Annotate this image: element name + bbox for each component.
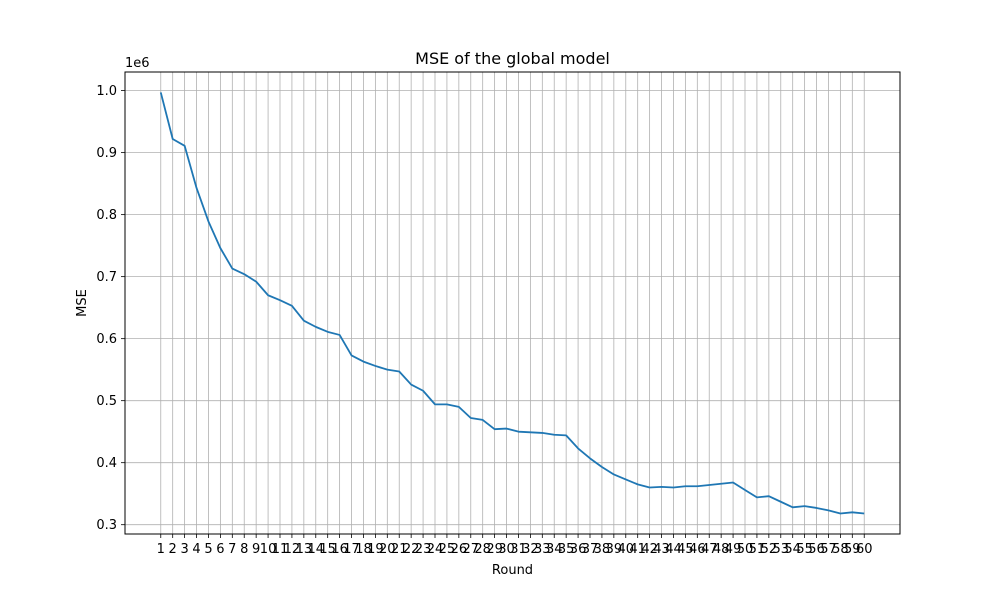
x-tick-label: 26 — [451, 542, 468, 557]
x-tick-label: 17 — [343, 542, 360, 557]
grid — [125, 72, 900, 534]
x-tick-label: 51 — [749, 542, 766, 557]
x-tick-label: 36 — [570, 542, 587, 557]
plot-frame — [124, 71, 901, 535]
x-tick-label: 50 — [737, 542, 754, 557]
x-tick-label: 57 — [820, 542, 837, 557]
y-tick-label: 0.9 — [96, 146, 117, 161]
x-tick-label: 45 — [677, 542, 694, 557]
x-tick-label: 30 — [498, 542, 515, 557]
x-tick-label: 6 — [216, 542, 224, 557]
x-tick-label: 29 — [486, 542, 503, 557]
x-axis-ticks: 1 2 3 4 5 6 7 8 9 1011121314151617181920212223242… — [157, 534, 873, 557]
x-axis-label: Round — [492, 563, 533, 578]
x-tick-label: 46 — [689, 542, 706, 557]
x-tick-label: 12 — [284, 542, 301, 557]
x-tick-label: 25 — [439, 542, 456, 557]
x-tick-label: 33 — [534, 542, 551, 557]
x-tick-label: 18 — [355, 542, 372, 557]
x-tick-label: 7 — [228, 542, 236, 557]
x-tick-label: 23 — [415, 542, 432, 557]
y-tick-label: 0.4 — [96, 456, 117, 471]
y-axis-label: MSE — [75, 289, 90, 317]
y-tick-label: 0.5 — [96, 394, 117, 409]
x-tick-label: 31 — [510, 542, 527, 557]
x-tick-label: 20 — [379, 542, 396, 557]
x-tick-label: 52 — [761, 542, 778, 557]
x-tick-label: 39 — [606, 542, 623, 557]
x-tick-label: 1 — [157, 542, 165, 557]
x-tick-label: 59 — [844, 542, 861, 557]
x-tick-label: 5 — [204, 542, 212, 557]
y-tick-label: 0.8 — [96, 208, 117, 223]
x-tick-label: 24 — [427, 542, 444, 557]
x-tick-label: 47 — [701, 542, 718, 557]
x-tick-label: 8 — [240, 542, 248, 557]
x-tick-label: 37 — [582, 542, 599, 557]
x-tick-label: 40 — [617, 542, 634, 557]
y-tick-label: 0.6 — [96, 332, 117, 347]
x-tick-label: 27 — [462, 542, 479, 557]
y-tick-label: 0.7 — [96, 270, 117, 285]
x-tick-label: 21 — [391, 542, 408, 557]
chart-title: MSE of the global model — [415, 49, 610, 68]
y-tick-label: 1.0 — [96, 84, 117, 99]
x-tick-label: 2 — [169, 542, 177, 557]
x-tick-label: 54 — [784, 542, 801, 557]
x-tick-label: 15 — [319, 542, 336, 557]
x-tick-label: 49 — [725, 542, 742, 557]
x-tick-label: 9 — [252, 542, 260, 557]
x-tick-label: 10 — [260, 542, 277, 557]
x-tick-label: 32 — [522, 542, 539, 557]
x-tick-label: 43 — [653, 542, 670, 557]
x-tick-label: 58 — [832, 542, 849, 557]
x-tick-label: 22 — [403, 542, 420, 557]
x-tick-label: 11 — [272, 542, 289, 557]
x-tick-label: 19 — [367, 542, 384, 557]
y-axis-offset-label: 1e6 — [125, 56, 150, 71]
x-tick-label: 4 — [192, 542, 200, 557]
y-axis-ticks: 0.3 0.4 0.5 0.6 0.7 0.8 0.9 1.0 — [96, 84, 125, 533]
x-tick-label: 13 — [296, 542, 313, 557]
x-tick-label: 38 — [594, 542, 611, 557]
x-tick-label: 14 — [307, 542, 324, 557]
x-tick-label: 53 — [772, 542, 789, 557]
x-tick-label: 55 — [796, 542, 813, 557]
x-tick-label: 16 — [331, 542, 348, 557]
x-tick-label: 56 — [808, 542, 825, 557]
x-tick-label: 41 — [629, 542, 646, 557]
x-tick-label: 42 — [641, 542, 658, 557]
series-layer — [159, 92, 865, 515]
x-tick-label: 48 — [713, 542, 730, 557]
x-tick-label: 60 — [856, 542, 873, 557]
x-tick-label: 44 — [665, 542, 682, 557]
series-line — [159, 92, 865, 515]
x-tick-label: 35 — [558, 542, 575, 557]
x-tick-label: 28 — [474, 542, 491, 557]
x-tick-label: 34 — [546, 542, 563, 557]
y-tick-label: 0.3 — [96, 518, 117, 533]
x-tick-label: 3 — [180, 542, 188, 557]
